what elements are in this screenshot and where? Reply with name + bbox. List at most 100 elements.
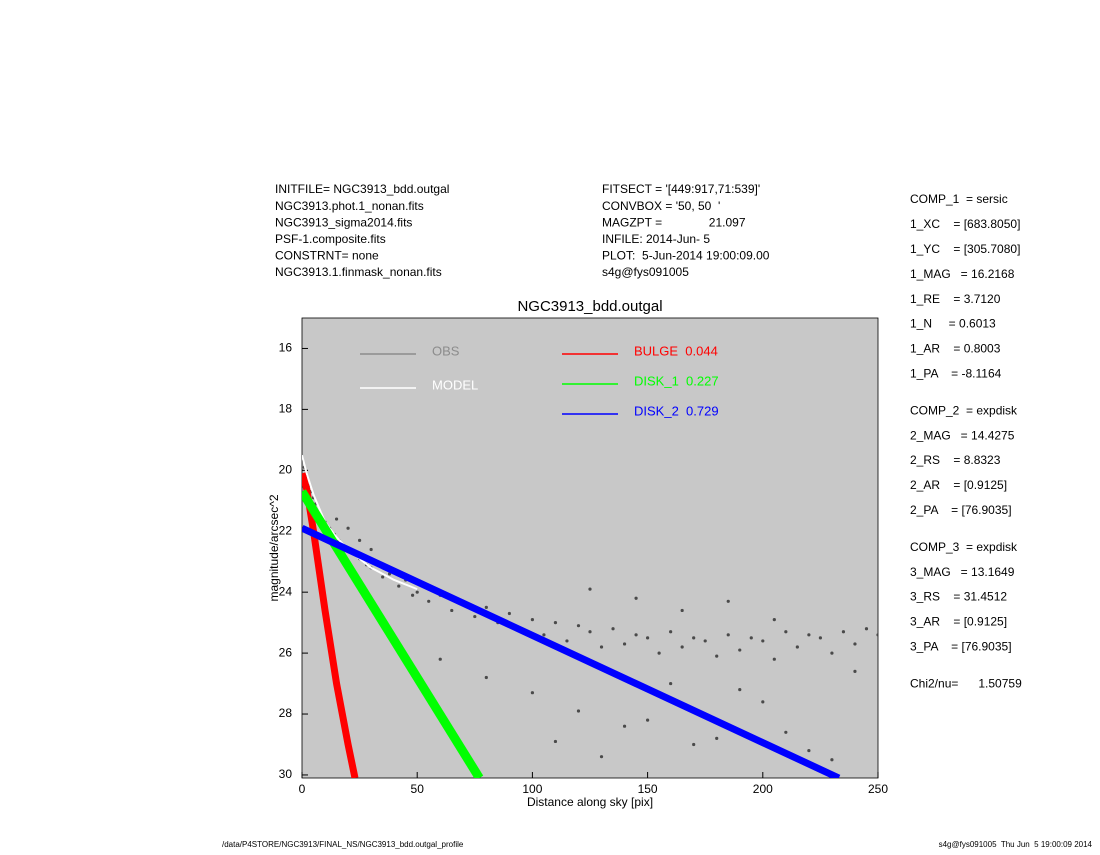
- info-line: NGC3913_sigma2014.fits: [275, 215, 412, 229]
- footer-left: /data/P4STORE/NGC3913/FINAL_NS/NGC3913_b…: [222, 840, 464, 849]
- legend-label: OBS: [432, 343, 460, 358]
- x-tick-label: 50: [411, 782, 425, 796]
- obs-point: [530, 691, 535, 695]
- obs-point: [576, 709, 581, 713]
- obs-point: [726, 633, 730, 637]
- fit-parameter: 2_RS = 8.8323: [910, 453, 1001, 467]
- obs-point: [692, 742, 696, 747]
- obs-point: [381, 575, 385, 579]
- obs-point: [853, 642, 857, 646]
- obs-point: [634, 633, 638, 637]
- y-tick-label: 26: [279, 645, 293, 659]
- obs-point: [795, 645, 799, 649]
- fit-parameter: COMP_1 = sersic: [910, 192, 1008, 206]
- obs-point: [784, 630, 788, 634]
- obs-point: [484, 675, 488, 680]
- y-tick-label: 24: [279, 584, 293, 598]
- obs-point: [738, 688, 742, 692]
- plot-background: [301, 317, 879, 779]
- obs-point: [841, 630, 846, 634]
- x-tick-label: 0: [299, 782, 306, 796]
- obs-point: [749, 636, 753, 640]
- info-line: PLOT: 5-Jun-2014 19:00:09.00: [602, 249, 770, 263]
- obs-point: [646, 636, 650, 640]
- obs-point: [830, 651, 834, 655]
- obs-point: [703, 639, 707, 643]
- obs-point: [715, 654, 719, 658]
- obs-point: [397, 584, 401, 588]
- info-line: INITFILE= NGC3913_bdd.outgal: [275, 182, 449, 196]
- info-line: NGC3913.1.finmask_nonan.fits: [275, 265, 442, 279]
- obs-point: [553, 739, 558, 744]
- model-line: [302, 454, 418, 591]
- obs-point: [611, 627, 615, 631]
- model-line: [302, 525, 841, 778]
- obs-point: [738, 648, 742, 652]
- obs-point: [588, 587, 592, 591]
- y-tick-label: 30: [279, 767, 293, 781]
- obs-point: [427, 599, 431, 603]
- obs-point: [553, 621, 558, 625]
- info-line: INFILE: 2014-Jun- 5: [602, 232, 710, 246]
- obs-point: [450, 608, 454, 613]
- obs-point: [473, 614, 477, 619]
- fit-parameter: 2_AR = [0.9125]: [910, 478, 1007, 492]
- obs-point: [334, 517, 339, 521]
- x-tick-label: 100: [522, 782, 542, 796]
- info-line: NGC3913.phot.1_nonan.fits: [275, 199, 424, 213]
- obs-point: [818, 636, 823, 640]
- info-line: FITSECT = '[449:917,71:539]': [602, 182, 760, 196]
- obs-point: [410, 593, 415, 597]
- y-axis-label: magnitude/arcsec^2: [267, 494, 281, 601]
- info-line: CONSTRNT= none: [275, 249, 379, 263]
- obs-point: [864, 627, 869, 631]
- fit-parameter: 1_N = 0.6013: [910, 317, 996, 331]
- obs-point: [876, 633, 878, 637]
- y-tick-label: 16: [279, 341, 293, 355]
- obs-point: [358, 538, 362, 542]
- obs-point: [369, 547, 373, 552]
- y-tick-label: 20: [279, 462, 293, 476]
- obs-point: [669, 681, 673, 686]
- info-line: MAGZPT = 21.097: [602, 215, 746, 229]
- fit-parameter: 1_RE = 3.7120: [910, 292, 1001, 306]
- obs-point: [588, 630, 592, 634]
- obs-point: [772, 657, 776, 661]
- fit-parameter: 1_PA = -8.1164: [910, 366, 1002, 380]
- chart-title: NGC3913_bdd.outgal: [517, 298, 662, 315]
- obs-point: [657, 651, 661, 655]
- obs-point: [761, 700, 765, 704]
- fit-parameter: 1_YC = [305.7080]: [910, 242, 1020, 256]
- fit-parameter: Chi2/nu= 1.50759: [910, 676, 1022, 690]
- y-tick-label: 22: [279, 523, 293, 537]
- obs-point: [807, 633, 811, 637]
- fit-parameter: 2_PA = [76.9035]: [910, 503, 1012, 517]
- obs-point: [692, 636, 696, 640]
- obs-point: [599, 755, 604, 759]
- obs-point: [438, 657, 442, 661]
- fit-parameter: 3_RS = 31.4512: [910, 590, 1007, 604]
- y-tick-label: 28: [279, 706, 293, 720]
- obs-point: [542, 633, 546, 637]
- obs-point: [680, 608, 684, 613]
- obs-point: [622, 724, 627, 728]
- obs-point: [530, 617, 535, 622]
- model-line: [302, 472, 359, 778]
- fit-parameter: 3_AR = [0.9125]: [910, 615, 1007, 629]
- legend-label: DISK_1 0.227: [634, 373, 719, 388]
- fit-parameter: 1_AR = 0.8003: [910, 342, 1001, 356]
- fit-parameter: COMP_2 = expdisk: [910, 403, 1018, 417]
- obs-point: [680, 645, 684, 649]
- obs-point: [853, 669, 857, 673]
- legend-label: BULGE 0.044: [634, 343, 718, 358]
- info-line: CONVBOX = '50, 50 ': [602, 199, 720, 213]
- y-tick-label: 18: [279, 402, 293, 416]
- obs-point: [634, 596, 638, 600]
- legend-label: MODEL: [432, 377, 478, 392]
- obs-point: [507, 611, 511, 616]
- fit-parameter: 2_MAG = 14.4275: [910, 428, 1015, 442]
- footer-right: s4g@fys091005 Thu Jun 5 19:00:09 2014: [939, 840, 1093, 849]
- plot-area: [302, 454, 878, 778]
- obs-point: [565, 639, 569, 643]
- fit-parameter: COMP_3 = expdisk: [910, 540, 1018, 554]
